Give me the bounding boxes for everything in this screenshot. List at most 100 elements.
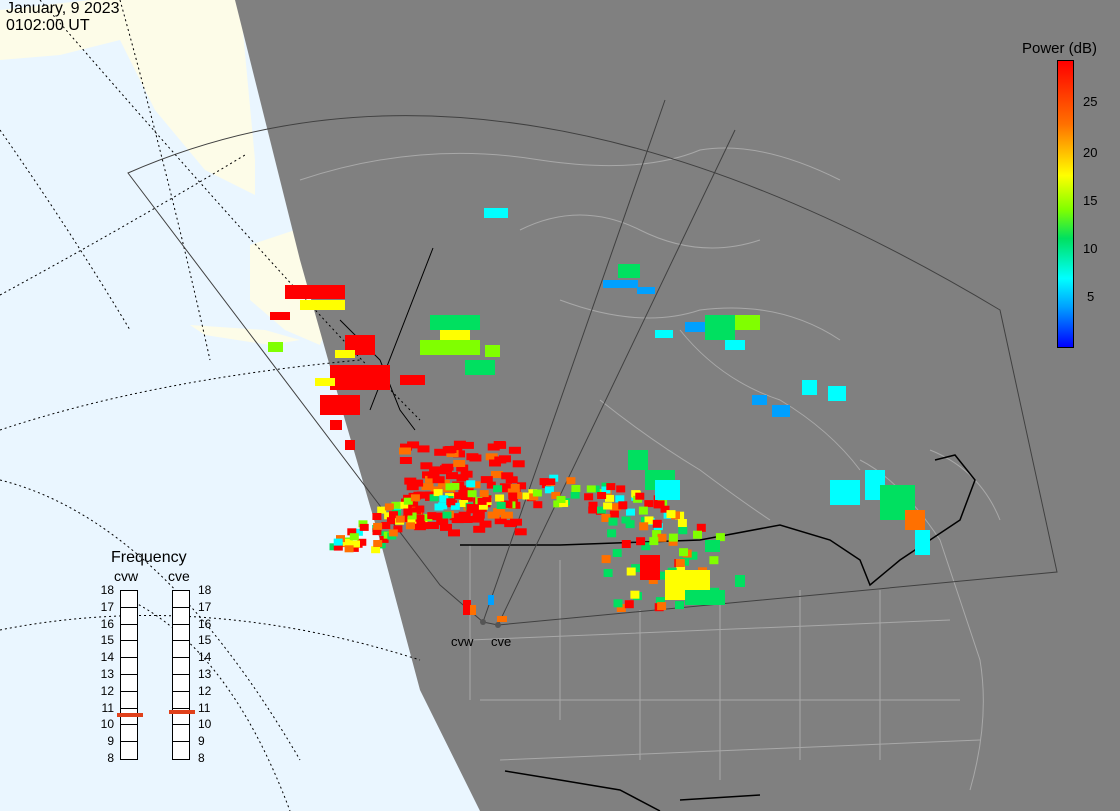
- backscatter-cell: [450, 483, 459, 490]
- backscatter-cell: [493, 485, 502, 492]
- colorbar-tick-20: 20: [1083, 145, 1097, 160]
- freq-scale-left-10: 10: [96, 717, 114, 731]
- time-label: 0102:00 UT: [6, 17, 120, 34]
- timestamp: January, 9 2023 0102:00 UT: [6, 0, 120, 34]
- backscatter-cell: [603, 280, 638, 288]
- freq-site-cvw: cvw: [114, 568, 138, 584]
- backscatter-cell: [654, 501, 663, 508]
- backscatter-cell: [635, 493, 644, 500]
- backscatter-cell: [422, 483, 434, 490]
- backscatter-cell: [457, 474, 469, 481]
- backscatter-cell: [540, 478, 549, 485]
- backscatter-cell: [571, 485, 580, 492]
- backscatter-cell: [488, 595, 494, 605]
- backscatter-cell: [828, 386, 846, 401]
- freq-scale-right-18: 18: [198, 583, 218, 597]
- freq-grid-line: [173, 624, 189, 625]
- backscatter-cell: [606, 483, 615, 490]
- backscatter-cell: [655, 330, 673, 338]
- backscatter-cell: [411, 494, 420, 501]
- backscatter-cell: [458, 488, 467, 495]
- backscatter-cell: [420, 340, 480, 355]
- backscatter-cell: [334, 539, 343, 546]
- colorbar-title: Power (dB): [1022, 40, 1097, 57]
- backscatter-cell: [400, 457, 412, 464]
- backscatter-cell: [513, 460, 525, 467]
- freq-scale-right-14: 14: [198, 650, 218, 664]
- backscatter-cell: [371, 546, 380, 553]
- freq-grid-line: [121, 624, 137, 625]
- freq-marker-cve: [169, 710, 195, 714]
- freq-scale-right-13: 13: [198, 667, 218, 681]
- backscatter-cell: [644, 500, 653, 507]
- freq-grid-line: [121, 607, 137, 608]
- backscatter-cell: [509, 447, 521, 454]
- backscatter-cell: [639, 522, 648, 530]
- freq-scale-left-14: 14: [96, 650, 114, 664]
- backscatter-cell: [655, 480, 680, 500]
- backscatter-cell: [433, 476, 445, 483]
- backscatter-cell: [480, 490, 489, 497]
- freq-scale-left-12: 12: [96, 684, 114, 698]
- backscatter-cell: [418, 445, 430, 452]
- backscatter-cell: [627, 568, 636, 576]
- colorbar-tick-10: 10: [1083, 241, 1097, 256]
- freq-scale-left-17: 17: [96, 600, 114, 614]
- freq-marker-cvw: [117, 713, 143, 717]
- freq-scale-right-12: 12: [198, 684, 218, 698]
- backscatter-cell: [300, 300, 345, 310]
- backscatter-cell: [607, 529, 616, 537]
- backscatter-cell: [416, 515, 425, 522]
- backscatter-cell: [571, 492, 580, 499]
- backscatter-cell: [625, 600, 634, 608]
- backscatter-cell: [389, 529, 398, 536]
- backscatter-cell: [435, 504, 444, 511]
- backscatter-cell: [461, 516, 473, 523]
- freq-scale-left-11: 11: [96, 701, 114, 715]
- backscatter-cell: [772, 405, 790, 417]
- freq-scale-right-15: 15: [198, 633, 218, 647]
- backscatter-cell: [494, 457, 506, 464]
- backscatter-cell: [587, 485, 596, 492]
- backscatter-cell: [495, 495, 504, 502]
- backscatter-cell: [915, 530, 930, 555]
- backscatter-cell: [403, 509, 412, 516]
- backscatter-cell: [636, 537, 645, 545]
- backscatter-cell: [285, 285, 345, 299]
- freq-grid-line: [121, 691, 137, 692]
- backscatter-cell: [497, 502, 506, 509]
- backscatter-cell: [658, 534, 667, 542]
- backscatter-cell: [604, 569, 613, 577]
- freq-grid-line: [173, 691, 189, 692]
- backscatter-cell: [445, 446, 457, 453]
- backscatter-cell: [443, 512, 452, 519]
- backscatter-cell: [345, 440, 355, 450]
- backscatter-cell: [467, 504, 476, 511]
- backscatter-cell: [637, 287, 655, 294]
- backscatter-cell: [399, 448, 411, 455]
- frequency-title: Frequency: [111, 549, 187, 567]
- backscatter-cell: [462, 442, 474, 449]
- backscatter-cell: [830, 480, 860, 505]
- freq-scale-left-13: 13: [96, 667, 114, 681]
- backscatter-cell: [404, 478, 416, 485]
- backscatter-cell: [440, 330, 470, 340]
- backscatter-cell: [400, 375, 425, 385]
- backscatter-cell: [268, 342, 283, 352]
- freq-column-cve: [172, 590, 190, 760]
- freq-scale-left-18: 18: [96, 583, 114, 597]
- freq-grid-line: [121, 741, 137, 742]
- backscatter-cell: [557, 496, 566, 503]
- backscatter-cell: [705, 315, 735, 340]
- backscatter-cell: [653, 520, 662, 528]
- backscatter-cell: [616, 485, 625, 492]
- freq-scale-right-9: 9: [198, 734, 218, 748]
- backscatter-cell: [488, 512, 500, 519]
- backscatter-cell: [508, 493, 517, 500]
- backscatter-cell: [434, 449, 446, 456]
- backscatter-cell: [470, 605, 476, 615]
- backscatter-cell: [466, 480, 475, 487]
- backscatter-cell: [640, 555, 660, 580]
